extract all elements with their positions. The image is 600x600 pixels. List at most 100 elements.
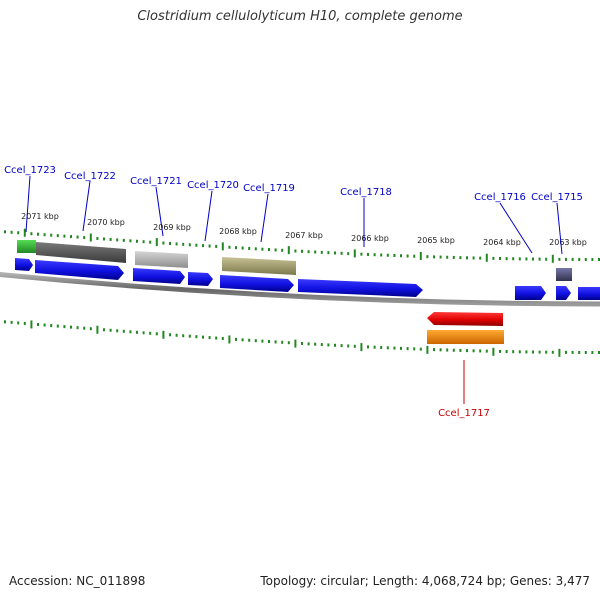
- scale-tick: [109, 237, 112, 241]
- scale-tick: [162, 241, 165, 245]
- scale-tick: [314, 342, 317, 346]
- scale-tick: [294, 249, 297, 253]
- scale-tick: [56, 234, 59, 238]
- gene-label-ccel-1715[interactable]: Ccel_1715: [531, 192, 583, 203]
- scale-tick: [492, 347, 495, 356]
- scale-tick: [215, 336, 218, 340]
- scale-tick: [479, 349, 482, 353]
- scale-tick: [340, 251, 343, 255]
- scale-tick: [320, 250, 323, 254]
- scale-tick: [254, 339, 257, 343]
- scale-tick: [287, 341, 290, 345]
- scale-tick: [598, 257, 600, 261]
- cds-arrow[interactable]: [556, 286, 571, 300]
- feature-bar-olive[interactable]: [222, 257, 296, 275]
- scale-tick: [466, 256, 468, 260]
- scale-tick: [274, 248, 277, 252]
- scale-tick: [228, 335, 231, 344]
- scale-label: 2070 kbp: [87, 218, 125, 227]
- cds-arrow[interactable]: [133, 268, 185, 284]
- cds-arrow[interactable]: [298, 279, 423, 297]
- scale-tick: [584, 350, 587, 354]
- scale-tick: [30, 320, 33, 329]
- scale-tick: [532, 350, 534, 354]
- scale-tick: [367, 345, 369, 349]
- cds-forward-track: [15, 258, 600, 300]
- gene-leader-lines: [25, 175, 563, 404]
- scale-tick: [175, 242, 178, 246]
- scale-tick: [571, 350, 574, 354]
- scale-tick: [505, 257, 508, 261]
- scale-tick: [307, 250, 310, 254]
- scale-tick: [162, 330, 165, 339]
- scale-tick: [334, 343, 336, 347]
- gene-label-ccel-1720[interactable]: Ccel_1720: [187, 180, 239, 191]
- scale-label: 2069 kbp: [153, 223, 191, 232]
- cds-arrow-reverse[interactable]: [427, 312, 503, 326]
- scale-tick: [76, 235, 79, 239]
- cds-arrow[interactable]: [515, 286, 546, 300]
- gene-label-ccel-1716[interactable]: Ccel_1716: [474, 192, 526, 203]
- scale-tick: [545, 257, 548, 261]
- cds-arrow[interactable]: [35, 260, 124, 280]
- scale-tick: [512, 350, 515, 354]
- scale-tick: [215, 244, 218, 248]
- scale-tick: [301, 341, 303, 345]
- cds-arrow[interactable]: [15, 258, 33, 271]
- scale-tick: [10, 320, 13, 324]
- scale-tick: [116, 238, 119, 242]
- scale-tick: [584, 257, 587, 261]
- scale-tick: [248, 246, 251, 250]
- scale-tick: [347, 344, 350, 348]
- scale-tick: [307, 342, 310, 346]
- scale-tick: [545, 350, 548, 354]
- cds-arrow[interactable]: [220, 275, 294, 292]
- gene-label-ccel-1719[interactable]: Ccel_1719: [243, 183, 295, 194]
- scale-tick: [380, 253, 383, 257]
- scale-tick: [294, 339, 297, 348]
- scale-tick: [50, 324, 53, 328]
- scale-tick: [452, 348, 455, 352]
- scale-tick: [281, 248, 284, 252]
- feature-bar-purple[interactable]: [556, 268, 572, 281]
- scale-tick: [373, 253, 376, 257]
- scale-labels: 2071 kbp 2070 kbp 2069 kbp 2068 kbp 2067…: [21, 212, 587, 247]
- scale-tick: [188, 334, 191, 338]
- scale-tick: [63, 234, 66, 238]
- scale-tick: [347, 252, 350, 256]
- scale-tick: [353, 344, 356, 348]
- scale-tick: [202, 244, 204, 248]
- scale-tick: [314, 250, 317, 254]
- scale-tick: [43, 233, 46, 237]
- gene-label-ccel-1723[interactable]: Ccel_1723: [4, 165, 56, 176]
- feature-bar-orange[interactable]: [427, 330, 504, 344]
- scale-tick: [83, 236, 86, 240]
- scale-tick: [419, 251, 422, 260]
- cds-arrow[interactable]: [578, 287, 600, 300]
- scale-tick: [37, 232, 39, 236]
- genome-backbone: [0, 271, 600, 307]
- scale-tick: [400, 346, 402, 350]
- scale-tick: [551, 350, 554, 354]
- scale-tick: [558, 257, 561, 261]
- feature-bar-green[interactable]: [17, 240, 36, 253]
- feature-bar-lightgray[interactable]: [135, 251, 188, 268]
- gene-label-ccel-1717[interactable]: Ccel_1717: [438, 408, 490, 419]
- scale-ticks: [4, 228, 600, 357]
- scale-tick: [406, 254, 409, 258]
- scale-tick: [169, 241, 171, 245]
- scale-tick: [538, 350, 541, 354]
- scale-tick: [202, 335, 204, 339]
- scale-tick: [43, 323, 46, 327]
- scale-tick: [386, 346, 389, 350]
- scale-tick: [30, 232, 33, 236]
- gene-label-ccel-1722[interactable]: Ccel_1722: [64, 171, 116, 182]
- cds-arrow[interactable]: [188, 272, 213, 286]
- gene-label-ccel-1721[interactable]: Ccel_1721: [130, 176, 182, 187]
- scale-tick: [241, 246, 244, 250]
- gene-label-ccel-1718[interactable]: Ccel_1718: [340, 187, 392, 198]
- feature-bar-darkgray[interactable]: [36, 242, 126, 263]
- scale-tick: [155, 332, 158, 336]
- scale-tick: [254, 247, 257, 251]
